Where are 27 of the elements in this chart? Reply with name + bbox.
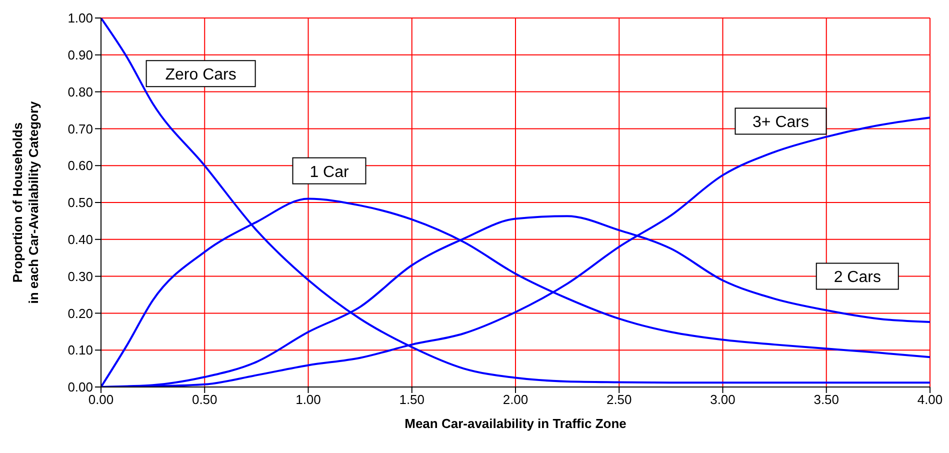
x-tick-label: 0.50 bbox=[192, 392, 218, 408]
line-series bbox=[101, 18, 930, 384]
y-tick-label: 0.20 bbox=[68, 306, 93, 321]
x-tick-label: 1.50 bbox=[399, 392, 425, 408]
series-label: Zero Cars bbox=[165, 66, 236, 84]
series-label: 3+ Cars bbox=[752, 114, 809, 132]
y-tick-label: 0.40 bbox=[68, 232, 93, 248]
x-tick-label: 3.50 bbox=[814, 392, 840, 408]
x-tick-label: 1.00 bbox=[296, 392, 321, 408]
series-label: 1 Car bbox=[310, 164, 350, 181]
y-tick-label: 0.50 bbox=[68, 195, 93, 210]
x-tick-label: 2.50 bbox=[606, 392, 632, 408]
y-tick-label: 1.00 bbox=[68, 10, 93, 26]
y-tick-label: 0.70 bbox=[68, 121, 93, 136]
y-tick-label: 0.00 bbox=[68, 380, 93, 395]
series-label: 2 Cars bbox=[834, 269, 881, 286]
x-axis-title: Mean Car-availability in Traffic Zone bbox=[404, 416, 626, 431]
x-tick-label: 0.00 bbox=[88, 392, 114, 408]
x-tick-label: 2.00 bbox=[502, 392, 528, 408]
y-axis-title: Proportion of Households in each Car-Availability Category bbox=[10, 100, 41, 304]
y-tick-label: 0.30 bbox=[68, 268, 93, 284]
x-tick-label: 4.00 bbox=[917, 392, 943, 408]
y-tick-label: 0.10 bbox=[68, 342, 93, 358]
y-tick-label: 0.80 bbox=[68, 84, 93, 100]
x-tick-label: 3.00 bbox=[710, 392, 736, 408]
y-tick-label: 0.90 bbox=[68, 48, 93, 63]
y-tick-label: 0.60 bbox=[68, 158, 93, 174]
